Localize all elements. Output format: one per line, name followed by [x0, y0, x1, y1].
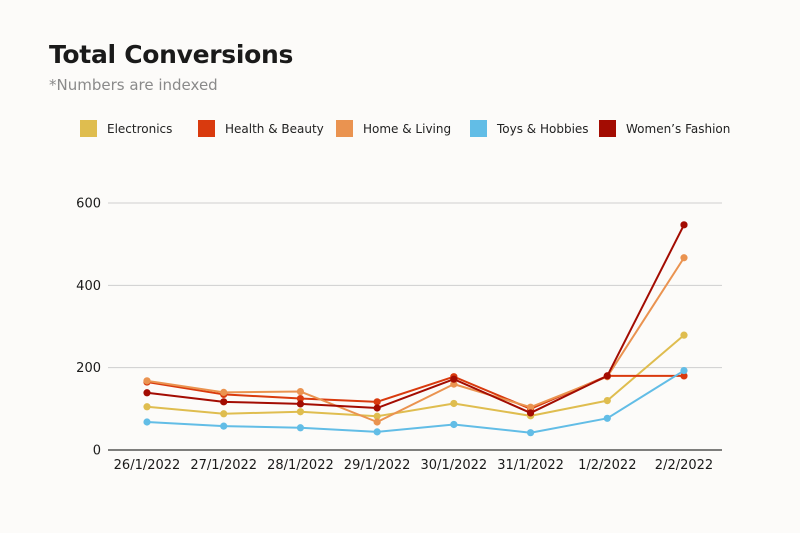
y-tick-label: 400 [76, 279, 101, 294]
data-point [526, 429, 535, 437]
legend-item: Health & Beauty [198, 120, 324, 137]
legend: Electronics Health & Beauty Home & Living T… [80, 120, 780, 140]
legend-swatch [470, 120, 487, 137]
data-point [143, 389, 151, 397]
x-tick-label: 29/1/2022 [344, 458, 411, 473]
legend-swatch [198, 120, 215, 137]
legend-label: Home & Living [363, 121, 452, 136]
series-line [146, 334, 685, 418]
data-point [603, 414, 611, 422]
series-women-s-fashion [143, 221, 688, 417]
legend-swatch [336, 120, 353, 137]
data-point [220, 398, 228, 406]
chart-title: Total Conversions [49, 40, 294, 69]
data-point [143, 403, 151, 411]
legend-swatch [599, 120, 616, 137]
series-toys-hobbies [143, 366, 688, 437]
legend-item: Electronics [80, 120, 172, 137]
legend-swatch [80, 120, 97, 137]
data-point [450, 399, 458, 408]
data-point [296, 408, 305, 416]
data-point [450, 420, 458, 429]
data-point [143, 418, 151, 426]
series-line [146, 369, 685, 434]
data-point [373, 412, 381, 420]
legend-item: Women’s Fashion [599, 120, 730, 137]
series-line [146, 256, 685, 424]
data-point [680, 372, 688, 380]
data-point [603, 372, 611, 380]
data-point [220, 422, 228, 430]
data-point [373, 428, 381, 436]
data-point [680, 254, 688, 262]
x-tick-label: 31/1/2022 [497, 458, 564, 473]
data-point [680, 366, 688, 375]
data-point [373, 404, 381, 412]
x-tick-label: 2/2/2022 [655, 458, 713, 473]
data-point [526, 409, 535, 417]
data-point [680, 331, 688, 339]
x-tick-label: 1/2/2022 [578, 458, 636, 473]
x-tick-label: 28/1/2022 [267, 458, 334, 473]
data-point [220, 388, 228, 396]
data-point [450, 375, 458, 383]
data-point [373, 418, 381, 426]
legend-label: Toys & Hobbies [497, 121, 589, 136]
chart-subtitle: *Numbers are indexed [49, 76, 218, 94]
series-electronics [143, 331, 688, 420]
legend-item: Toys & Hobbies [470, 120, 589, 137]
x-tick-label: 27/1/2022 [190, 458, 257, 473]
x-tick-label: 30/1/2022 [421, 458, 488, 473]
data-point [296, 424, 305, 432]
data-point [526, 403, 535, 411]
data-point [296, 400, 305, 408]
x-tick-label: 26/1/2022 [114, 458, 181, 473]
data-point [450, 380, 458, 388]
data-point [220, 410, 228, 418]
data-point [296, 387, 305, 396]
y-tick-label: 200 [76, 361, 101, 376]
data-point [296, 394, 305, 403]
y-tick-label: 600 [76, 197, 101, 212]
legend-label: Women’s Fashion [626, 121, 731, 136]
series-line [146, 223, 685, 414]
legend-item: Home & Living [336, 120, 451, 137]
data-point [143, 377, 151, 385]
data-point [680, 221, 688, 229]
legend-label: Health & Beauty [225, 121, 324, 136]
y-tick-label: 0 [93, 444, 101, 459]
legend-label: Electronics [107, 121, 173, 136]
data-point [373, 398, 381, 406]
data-point [603, 397, 611, 405]
